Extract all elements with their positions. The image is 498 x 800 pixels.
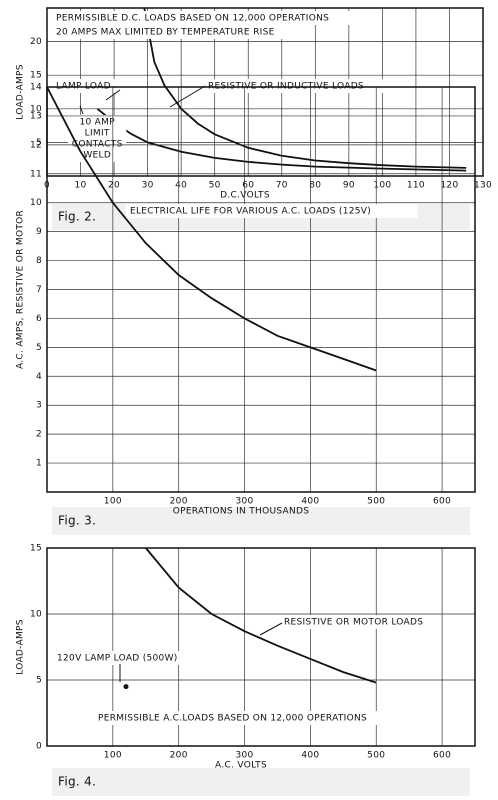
y-tick-label: 15 [30,544,42,554]
curve [46,86,377,372]
x-tick-label: 90 [343,181,355,191]
annotation: 10 AMP [79,118,115,128]
x-tick-label: 300 [235,497,253,507]
y-tick-label: 13 [30,111,42,121]
annotation-bg [280,615,440,629]
y-tick-label: 0 [36,742,42,752]
y-tick-label: 10 [30,610,42,620]
arrow [259,622,283,636]
annotation: ELECTRICAL LIFE FOR VARIOUS A.C. LOADS (… [130,207,371,217]
annotation-bg [52,79,117,93]
annotation: CONTACTS [72,140,123,150]
y-tick-label: 6 [36,314,42,324]
annotation-bg [52,25,306,39]
x-axis-label: D.C.VOLTS [220,191,270,201]
x-tick-label: 50 [209,181,221,191]
annotation-bg [204,79,389,93]
x-tick-label: 130 [474,181,492,191]
caption: Fig. 4. [58,775,96,789]
y-tick-label: 12 [30,140,42,150]
x-tick-label: 600 [433,751,451,761]
y-tick-label: 5 [36,138,42,148]
x-tick-label: 500 [367,497,385,507]
x-axis-label: OPERATIONS IN THOUSANDS [173,507,310,517]
annotation: PERMISSIBLE A.C.LOADS BASED ON 12,000 OP… [98,714,367,724]
x-tick-label: 100 [104,497,122,507]
y-tick-label: 9 [36,227,42,237]
x-tick-label: 20 [108,181,120,191]
y-tick-label: 4 [36,372,42,382]
curve [145,547,377,684]
y-tick-label: 11 [30,169,42,179]
x-tick-label: 120 [440,181,458,191]
y-axis-label: LOAD-AMPS [16,619,26,675]
y-tick-label: 14 [30,83,42,93]
plot-frame [46,86,476,493]
x-axis-label: A.C. VOLTS [215,761,267,771]
annotation: 20 AMPS MAX LIMITED BY TEMPERATURE RISE [56,28,275,38]
plot-frame [46,547,476,747]
arrow [79,105,84,115]
annotation: PERMISSIBLE D.C. LOADS BASED ON 12,000 O… [56,14,329,24]
annotation: LIMIT [85,129,110,139]
x-tick-label: 200 [170,751,188,761]
x-tick-label: 40 [175,181,187,191]
y-tick-label: 8 [36,256,42,266]
x-tick-label: 500 [367,751,385,761]
x-tick-label: 400 [301,497,319,507]
y-tick-label: 3 [36,401,42,411]
annotation: RESISTIVE OR MOTOR LOADS [284,618,423,628]
caption: Fig. 2. [58,210,96,224]
annotation-bg [52,11,369,25]
x-tick-label: 400 [301,751,319,761]
caption-band [52,768,470,796]
y-tick-label: 1 [36,459,42,469]
curve [143,7,467,169]
y-axis-label: LOAD-AMPS [16,64,26,120]
point [123,684,129,690]
annotation-bg [53,651,194,665]
annotation: WELD [83,151,111,161]
x-tick-label: 30 [142,181,154,191]
y-tick-label: 20 [30,37,42,47]
y-tick-label: 10 [30,104,42,114]
y-tick-label: 7 [36,285,42,295]
x-tick-label: 600 [433,497,451,507]
y-tick-label: 15 [30,71,42,81]
x-tick-label: 100 [104,751,122,761]
annotation-bg [126,204,418,218]
caption: Fig. 3. [58,514,96,528]
annotation-bg [68,115,127,162]
x-tick-label: 300 [235,751,253,761]
y-tick-label: 10 [30,198,42,208]
y-axis-label: A.C. AMPS, RESISTIVE OR MOTOR [16,210,26,369]
annotation-bg [94,711,405,725]
arrow [169,85,206,108]
x-tick-label: 200 [170,497,188,507]
y-tick-label: 5 [36,676,42,686]
x-tick-label: 80 [309,181,321,191]
x-tick-label: 10 [75,181,87,191]
x-tick-label: 60 [242,181,254,191]
x-tick-label: 100 [373,181,391,191]
annotation: 120V LAMP LOAD (500W) [57,654,178,664]
x-tick-label: 110 [407,181,425,191]
caption-band [52,507,470,535]
y-tick-label: 5 [36,343,42,353]
x-tick-label: 70 [276,181,288,191]
y-tick-label: 2 [36,430,42,440]
